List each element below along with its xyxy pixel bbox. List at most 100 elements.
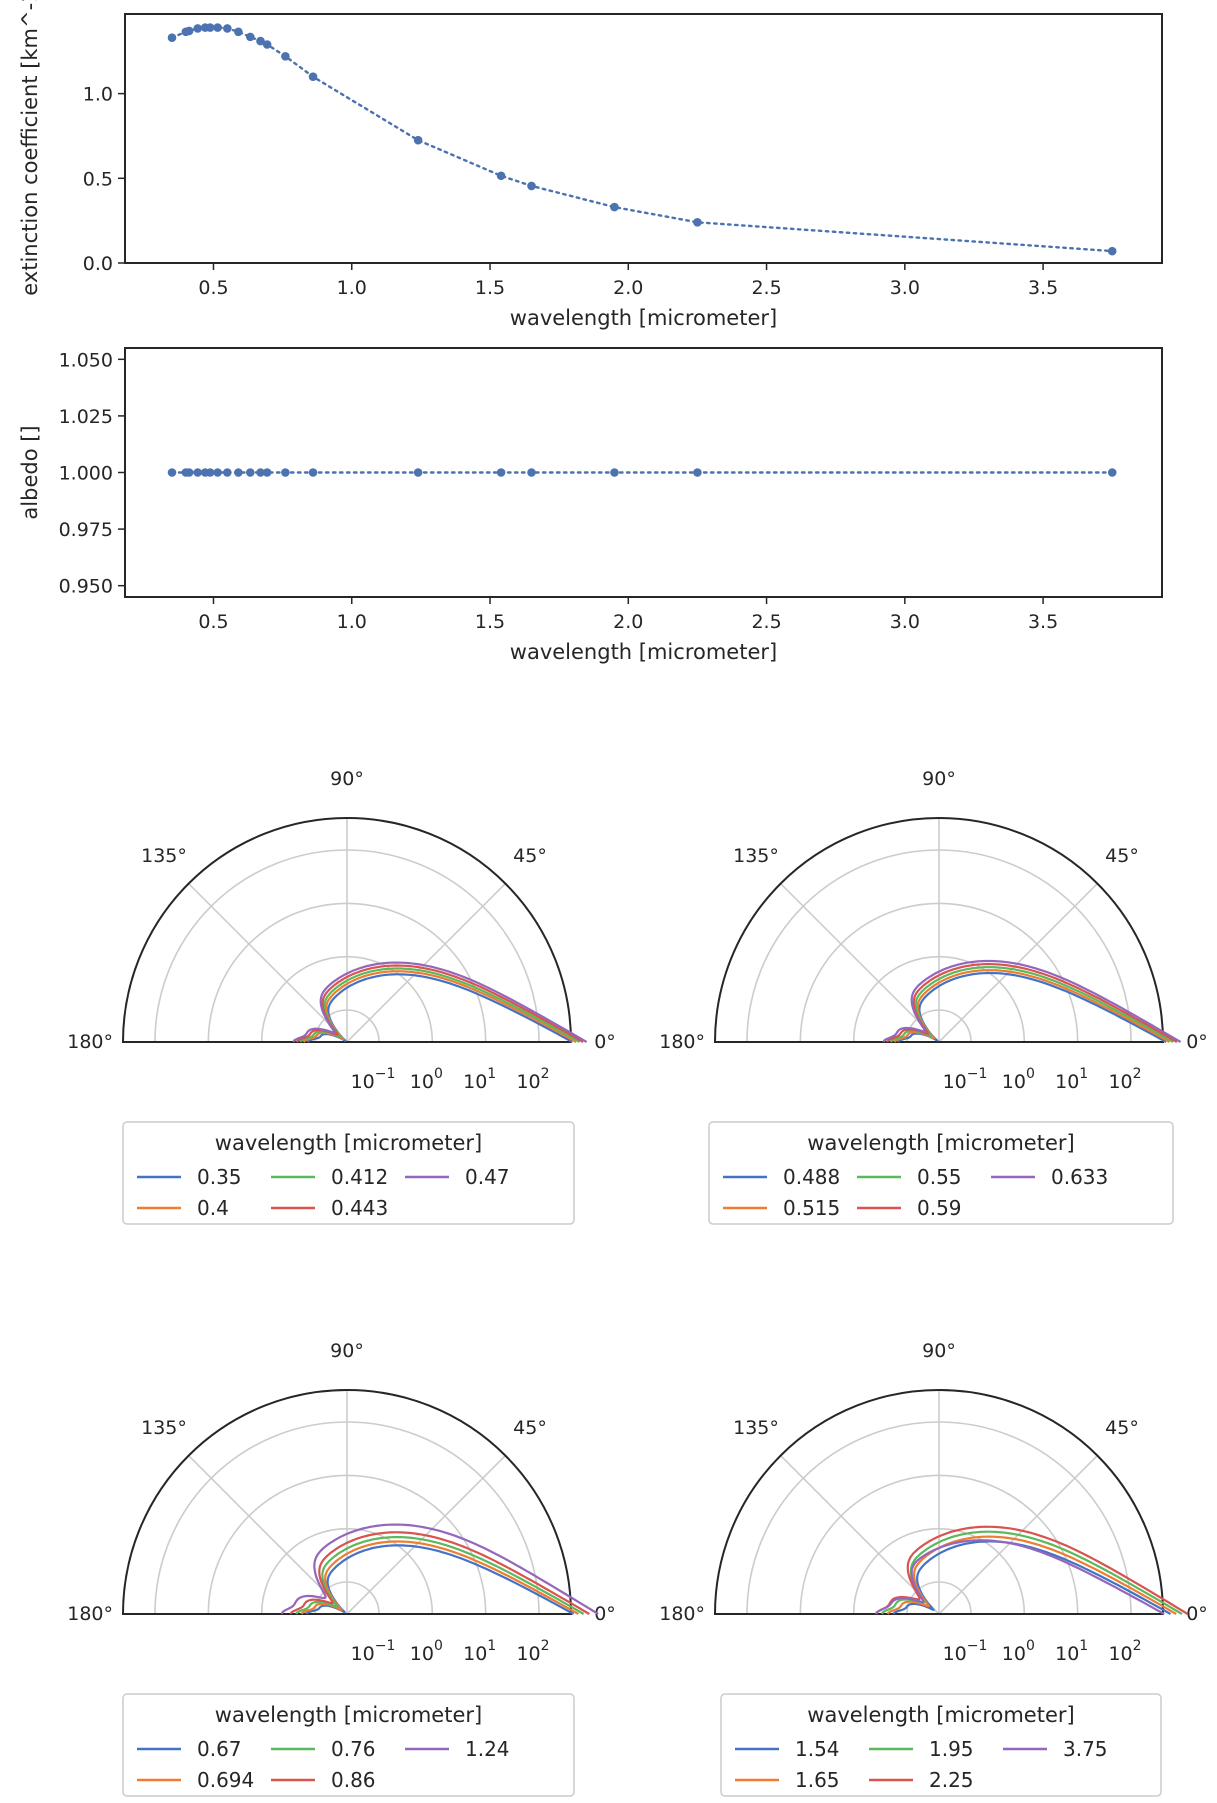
data-point xyxy=(245,468,255,477)
legend-entry-label: 0.4 xyxy=(197,1196,229,1220)
data-point xyxy=(193,468,203,477)
data-point xyxy=(193,24,203,33)
radial-tick-label: 101 xyxy=(463,1066,496,1093)
plot-frame xyxy=(124,347,1163,598)
x-tick-label: 3.5 xyxy=(1028,611,1058,633)
data-point xyxy=(167,33,177,43)
polar-frame xyxy=(713,1389,1165,1615)
x-tick-label: 3.0 xyxy=(890,611,920,633)
legend-entry-label: 0.47 xyxy=(465,1165,510,1189)
theta-tick-label: 45° xyxy=(1105,845,1139,867)
x-tick-label: 1.5 xyxy=(475,277,505,299)
theta-tick-label: 90° xyxy=(330,768,364,790)
data-point xyxy=(413,135,423,145)
legend-entry-label: 0.86 xyxy=(331,1768,376,1792)
legend-entry-label: 0.633 xyxy=(1051,1165,1108,1189)
x-tick-label: 1.5 xyxy=(475,611,505,633)
theta-tick-label: 0° xyxy=(594,1603,616,1625)
legend-frame xyxy=(720,1693,1162,1797)
x-tick-label: 1.0 xyxy=(337,277,367,299)
legend-entry-label: 0.55 xyxy=(917,1165,962,1189)
series-curve-1.54 xyxy=(892,1540,1172,1615)
data-point xyxy=(184,26,194,36)
radial-tick-label: 101 xyxy=(463,1638,496,1665)
polar-chart-5: 0° 45° 90° 135° 180° 10−1 100 101 102 wavelength … xyxy=(659,1340,1208,1797)
x-tick-label: 0.5 xyxy=(198,611,228,633)
line-chart-0: 0.5 1.0 1.5 2.0 2.5 3.0 3.5 0.0 0.5 1.0 wavelength… xyxy=(18,0,1163,330)
x-tick-label: 2.5 xyxy=(751,611,781,633)
x-tick-label: 2.0 xyxy=(613,277,643,299)
radial-tick-label: 10−1 xyxy=(351,1638,396,1665)
legend-title: wavelength [micrometer] xyxy=(807,1131,1074,1155)
angular-grid-line xyxy=(938,883,1098,1043)
data-point xyxy=(184,468,194,477)
data-point xyxy=(308,468,318,477)
x-tick-label: 0.5 xyxy=(198,277,228,299)
plot-frame xyxy=(124,13,1163,264)
data-point xyxy=(205,468,215,477)
data-point xyxy=(234,468,243,477)
polar-chart-3: 0° 45° 90° 135° 180° 10−1 100 101 102 wavelength … xyxy=(659,768,1208,1225)
theta-tick-label: 45° xyxy=(1105,1417,1139,1439)
x-axis-label: wavelength [micrometer] xyxy=(510,306,777,330)
y-tick-label: 1.025 xyxy=(59,406,113,428)
theta-tick-label: 90° xyxy=(922,768,956,790)
data-point xyxy=(256,36,265,46)
data-point xyxy=(1107,246,1117,256)
radial-tick-label: 10−1 xyxy=(943,1066,988,1093)
legend-title: wavelength [micrometer] xyxy=(215,1131,482,1155)
legend-frame xyxy=(122,1121,575,1225)
legend: wavelength [micrometer] 0.35 0.4 0.412 0.443… xyxy=(122,1121,575,1225)
data-point xyxy=(223,24,232,33)
legend-entry-label: 0.488 xyxy=(783,1165,840,1189)
radial-tick-label: 101 xyxy=(1055,1066,1088,1093)
radial-tick-label: 101 xyxy=(1055,1638,1088,1665)
legend-entry-label: 0.694 xyxy=(197,1768,254,1792)
legend-title: wavelength [micrometer] xyxy=(215,1703,482,1727)
legend: wavelength [micrometer] 0.67 0.694 0.76 0.86… xyxy=(122,1693,575,1797)
angular-grid-line xyxy=(188,883,348,1043)
x-tick-label: 1.0 xyxy=(337,611,367,633)
legend-frame xyxy=(122,1693,575,1797)
y-tick-label: 0.950 xyxy=(59,576,113,598)
polar-frame xyxy=(713,817,1165,1043)
radial-tick-label: 100 xyxy=(1002,1638,1035,1665)
legend-title: wavelength [micrometer] xyxy=(807,1703,1074,1727)
theta-tick-label: 45° xyxy=(513,845,547,867)
legend-entry-label: 0.76 xyxy=(331,1737,376,1761)
legend-entry-label: 0.59 xyxy=(917,1196,962,1220)
polar-frame xyxy=(121,1389,573,1615)
theta-tick-label: 0° xyxy=(1186,1031,1208,1053)
data-point xyxy=(167,468,177,477)
series-curve-0.86 xyxy=(289,1531,590,1615)
x-tick-label: 3.5 xyxy=(1028,277,1058,299)
line-chart-1: 0.5 1.0 1.5 2.0 2.5 3.0 3.5 0.950 0.975 1.000 1.02… xyxy=(18,347,1163,664)
series-line xyxy=(170,26,1114,253)
data-point xyxy=(281,52,290,61)
x-tick-label: 2.5 xyxy=(751,277,781,299)
polar-frame xyxy=(121,817,573,1043)
series-curve-0.76 xyxy=(295,1536,585,1615)
data-point xyxy=(496,171,506,181)
y-tick-label: 0.5 xyxy=(83,168,113,190)
theta-tick-label: 0° xyxy=(1186,1603,1208,1625)
y-tick-label: 1.050 xyxy=(59,349,113,371)
legend-entry-label: 0.515 xyxy=(783,1196,840,1220)
theta-tick-label: 135° xyxy=(733,1417,779,1439)
data-point xyxy=(223,468,232,477)
data-point xyxy=(610,468,619,477)
legend: wavelength [micrometer] 1.54 1.65 1.95 2.25 3… xyxy=(720,1693,1162,1797)
theta-tick-label: 180° xyxy=(67,1603,113,1625)
series-curve-1.24 xyxy=(280,1523,599,1615)
theta-tick-label: 180° xyxy=(659,1603,705,1625)
data-point xyxy=(245,32,255,42)
legend-frame xyxy=(708,1121,1174,1225)
data-point xyxy=(693,468,702,477)
theta-tick-label: 135° xyxy=(733,845,779,867)
radial-tick-label: 100 xyxy=(410,1638,443,1665)
data-point xyxy=(213,23,222,32)
theta-tick-label: 135° xyxy=(141,1417,187,1439)
data-point xyxy=(205,23,215,32)
y-tick-label: 0.0 xyxy=(83,253,113,275)
